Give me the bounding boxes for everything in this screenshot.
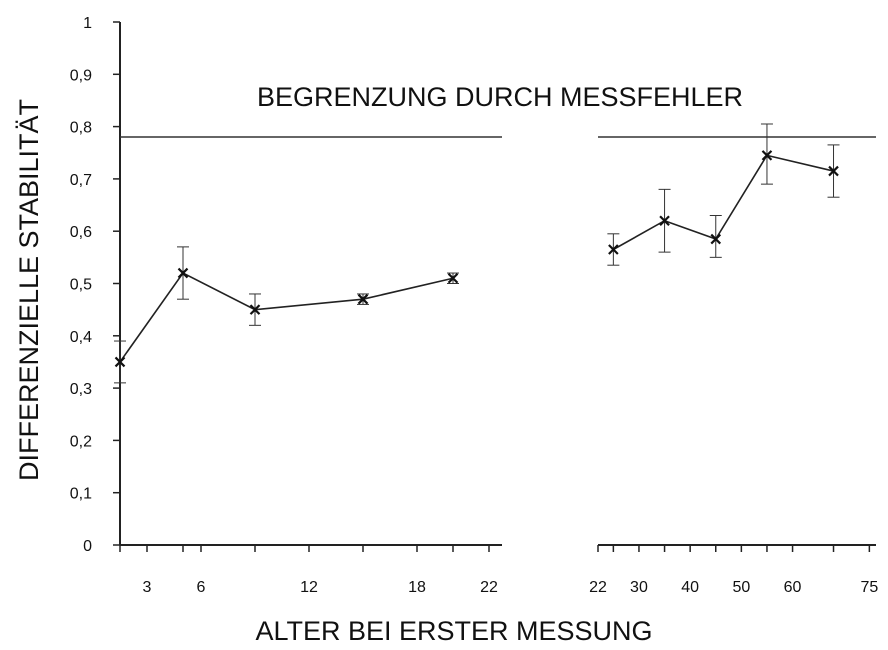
y-tick-label: 0,9	[70, 67, 92, 84]
y-tick-label: 0,1	[70, 486, 92, 503]
data-point	[249, 304, 261, 315]
x-tick-label: 18	[408, 579, 426, 596]
marker-stroke	[177, 267, 189, 279]
x-tick-label: 3	[143, 579, 152, 596]
error-bar	[709, 215, 722, 258]
y-tick-label: 1	[83, 15, 92, 32]
y-axis: 0 0,1 0,2 0,3 0,4 0,5 0,6 0,7 0,8 0,9 1	[70, 15, 121, 555]
x-tick-label: 12	[300, 579, 318, 596]
y-tick-label: 0,6	[70, 224, 92, 241]
marker-stroke	[608, 244, 619, 255]
marker-stroke	[114, 356, 126, 368]
data-point	[608, 244, 619, 255]
x-tick-label: 30	[630, 579, 648, 596]
marker-stroke	[659, 215, 670, 227]
measurement-error-annotation: BEGRENZUNG DURCH MESSFEHLER	[257, 82, 743, 112]
data-point	[114, 356, 126, 368]
panel-2: 22 30 40 50 60 75	[589, 123, 878, 596]
y-tick-label: 0,5	[70, 277, 92, 294]
marker-stroke	[710, 233, 722, 245]
marker-stroke	[447, 272, 459, 284]
panel-1: 3 6 12 18 22	[114, 246, 502, 596]
y-tick-label: 0	[83, 538, 92, 555]
x-tick-label: 50	[732, 579, 750, 596]
data-point	[710, 233, 722, 245]
marker-stroke	[249, 304, 261, 315]
data-point	[447, 272, 459, 284]
marker-stroke	[828, 165, 839, 177]
marker-stroke	[761, 150, 773, 161]
data-point	[659, 215, 670, 227]
series-line	[119, 272, 454, 363]
x-tick-label: 22	[480, 579, 498, 596]
x-tick-label: 60	[784, 579, 802, 596]
y-tick-label: 0,3	[70, 381, 92, 398]
x-tick-label: 6	[197, 579, 206, 596]
y-axis-title: DIFFERENZIELLE STABILITÄT	[14, 99, 44, 481]
data-point	[357, 293, 369, 305]
y-tick-label: 0,2	[70, 433, 92, 450]
panels: 3 6 12 18 22 22 30 40 50 60 75	[114, 123, 878, 596]
x-tick-label: 75	[860, 579, 878, 596]
x-tick-label: 40	[681, 579, 699, 596]
y-tick-label: 0,8	[70, 120, 92, 137]
x-axis-title: ALTER BEI ERSTER MESSUNG	[255, 616, 652, 646]
data-point	[177, 267, 189, 279]
marker-stroke	[357, 293, 369, 305]
series-line	[612, 154, 834, 251]
y-tick-label: 0,7	[70, 172, 92, 189]
x-tick-label: 22	[589, 579, 607, 596]
y-tick-label: 0,4	[70, 329, 92, 346]
data-point	[761, 150, 773, 161]
data-point	[828, 165, 839, 177]
